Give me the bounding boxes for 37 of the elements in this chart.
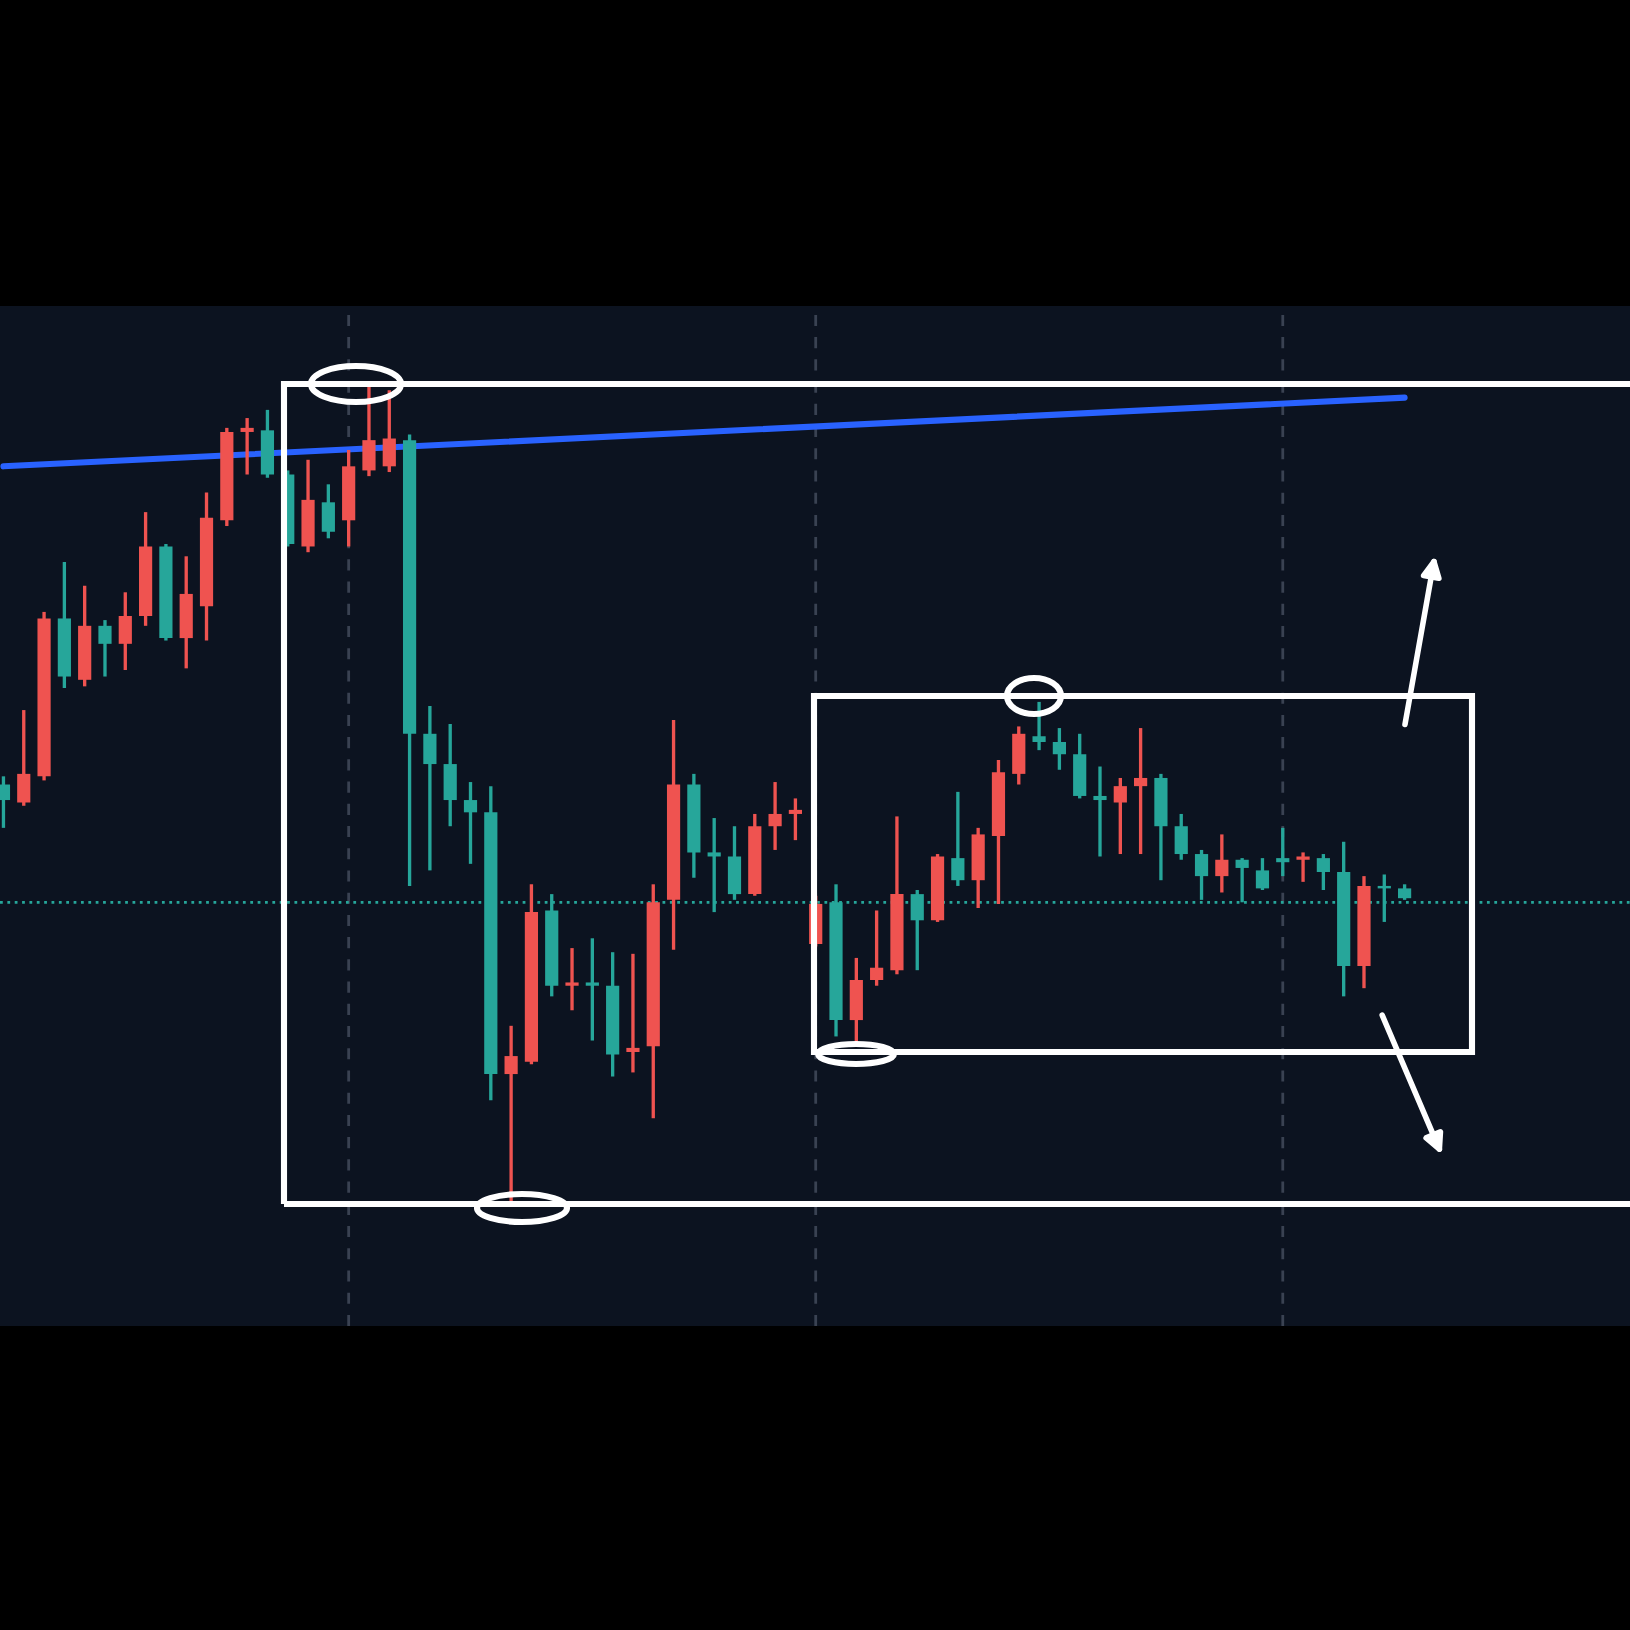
candlestick: [951, 790, 965, 888]
candlestick: [179, 554, 193, 671]
candlestick: [423, 704, 437, 873]
candlestick: [1052, 726, 1066, 772]
candlestick: [1215, 832, 1229, 895]
candlestick: [240, 416, 254, 477]
candlestick: [504, 1024, 518, 1206]
candlestick: [362, 384, 376, 478]
candlestick: [98, 618, 112, 679]
candlestick: [727, 824, 742, 902]
candlestick: [1316, 852, 1330, 892]
candlestick: [585, 936, 599, 1043]
candlestick: [1174, 812, 1188, 862]
candlestick: [260, 408, 275, 480]
candlestick: [118, 590, 132, 672]
candlestick: [17, 708, 31, 808]
candlestick: [1255, 856, 1270, 892]
candlestick: [443, 722, 457, 828]
candlestick: [1276, 826, 1290, 878]
candlestick: [788, 796, 802, 842]
candlestick: [1134, 726, 1148, 856]
candlestick: [463, 780, 478, 866]
candlestick: [626, 952, 640, 1075]
candlestick: [301, 458, 315, 554]
candlestick: [768, 780, 782, 852]
candlestick: [870, 908, 884, 988]
candlestick: [971, 826, 985, 910]
candlestick: [1296, 850, 1310, 884]
candlestick: [1093, 764, 1107, 859]
candlestick: [382, 388, 396, 474]
candlestick: [1113, 776, 1127, 856]
candlestick: [321, 482, 335, 540]
candlestick: [1012, 724, 1026, 787]
candlestick: [0, 774, 11, 830]
candlestick: [1032, 700, 1046, 752]
candlestick: [1073, 732, 1087, 801]
candlestick: [565, 946, 579, 1012]
